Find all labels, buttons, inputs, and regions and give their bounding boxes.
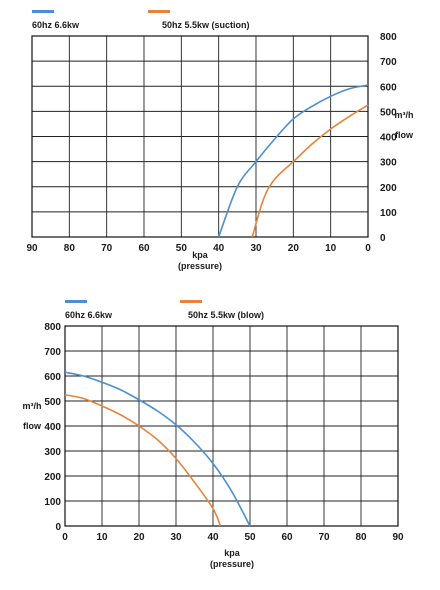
y-tick-label: 500	[44, 397, 61, 408]
x-tick-label: 80	[355, 532, 367, 543]
x-tick-label: 70	[101, 243, 113, 254]
series-line-1	[251, 104, 369, 238]
y-tick-label: 600	[44, 372, 61, 383]
y-tick-label: 100	[44, 497, 61, 508]
series-line-0	[64, 371, 251, 527]
x-axis-label: kpa	[192, 250, 209, 260]
blow-chart: 0 10 20 30 40 50 60 70 80 90 0 100 200 300 400 500 600 70…	[23, 300, 404, 569]
y-tick-label: 700	[380, 57, 397, 68]
x-tick-label: 30	[170, 532, 182, 543]
y-tick-label: 700	[44, 347, 61, 358]
y-tick-label: 300	[44, 447, 61, 458]
y-tick-label: 200	[44, 472, 61, 483]
x-tick-label: 40	[213, 243, 225, 254]
y-tick-label: 100	[380, 208, 397, 219]
plot-frame	[64, 325, 399, 527]
series-line-1	[64, 393, 222, 527]
x-tick-label: 90	[26, 243, 38, 254]
x-tick-label: 50	[176, 243, 188, 254]
y-tick-label: 400	[380, 133, 397, 144]
x-tick-label: 60	[138, 243, 150, 254]
y-tick-label: 0	[55, 522, 61, 533]
x-tick-label: 80	[64, 243, 76, 254]
y-tick-label: 0	[380, 233, 386, 244]
suction-chart: 90 80 70 60 50 40 30 20 10 0010020030040050060070…	[26, 10, 414, 271]
x-tick-label: 10	[325, 243, 337, 254]
plot-frame	[31, 35, 369, 238]
series-line-0	[217, 84, 369, 238]
y-tick-label: 200	[380, 183, 397, 194]
x-axis-sublabel: (pressure)	[178, 261, 222, 271]
x-tick-label: 90	[392, 532, 404, 543]
x-tick-label: 20	[133, 532, 145, 543]
x-axis-sublabel: (pressure)	[210, 559, 254, 569]
y-tick-label: 400	[44, 422, 61, 433]
y-tick-label: 500	[380, 107, 397, 118]
x-tick-label: 0	[62, 532, 68, 543]
legend-label-1: 50hz 5.5kw (blow)	[188, 310, 264, 320]
legend-label-0: 60hz 6.6kw	[65, 310, 113, 320]
y-tick-label: 800	[44, 322, 61, 333]
x-tick-label: 20	[288, 243, 300, 254]
legend-label-0: 60hz 6.6kw	[32, 20, 80, 30]
x-tick-label: 60	[281, 532, 293, 543]
x-tick-label: 10	[96, 532, 108, 543]
y-tick-label: 800	[380, 32, 397, 43]
y-axis-label: m³/h	[395, 110, 414, 120]
x-tick-label: 70	[318, 532, 330, 543]
x-tick-label: 0	[365, 243, 371, 254]
legend-swatch-1	[148, 10, 170, 13]
x-tick-label: 30	[250, 243, 262, 254]
y-tick-label: 600	[380, 82, 397, 93]
legend-label-1: 50hz 5.5kw (suction)	[162, 20, 250, 30]
x-tick-label: 40	[207, 532, 219, 543]
y-axis-sublabel: flow	[23, 421, 42, 431]
y-axis-sublabel: flow	[395, 130, 414, 140]
x-tick-label: 50	[244, 532, 256, 543]
legend-swatch-1	[180, 300, 202, 303]
legend-swatch-0	[32, 10, 54, 13]
x-axis-label: kpa	[224, 548, 241, 558]
y-tick-label: 300	[380, 158, 397, 169]
legend-swatch-0	[65, 300, 87, 303]
y-axis-label: m³/h	[23, 401, 42, 411]
